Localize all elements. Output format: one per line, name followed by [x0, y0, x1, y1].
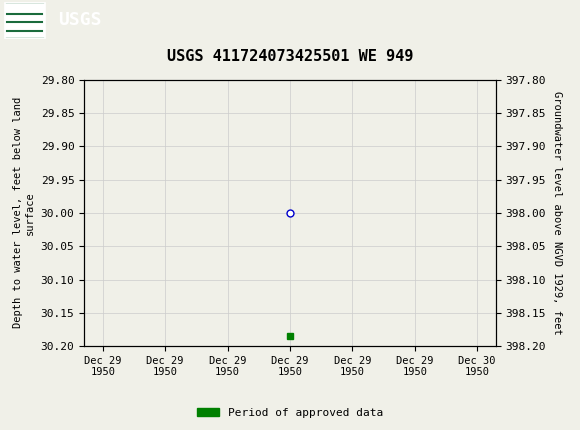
FancyBboxPatch shape: [5, 3, 45, 37]
Text: USGS: USGS: [58, 12, 102, 29]
Text: USGS 411724073425501 WE 949: USGS 411724073425501 WE 949: [167, 49, 413, 64]
FancyBboxPatch shape: [5, 4, 45, 37]
Y-axis label: Groundwater level above NGVD 1929, feet: Groundwater level above NGVD 1929, feet: [552, 91, 561, 335]
Legend: Period of approved data: Period of approved data: [193, 403, 387, 422]
Y-axis label: Depth to water level, feet below land
surface: Depth to water level, feet below land su…: [13, 97, 35, 329]
